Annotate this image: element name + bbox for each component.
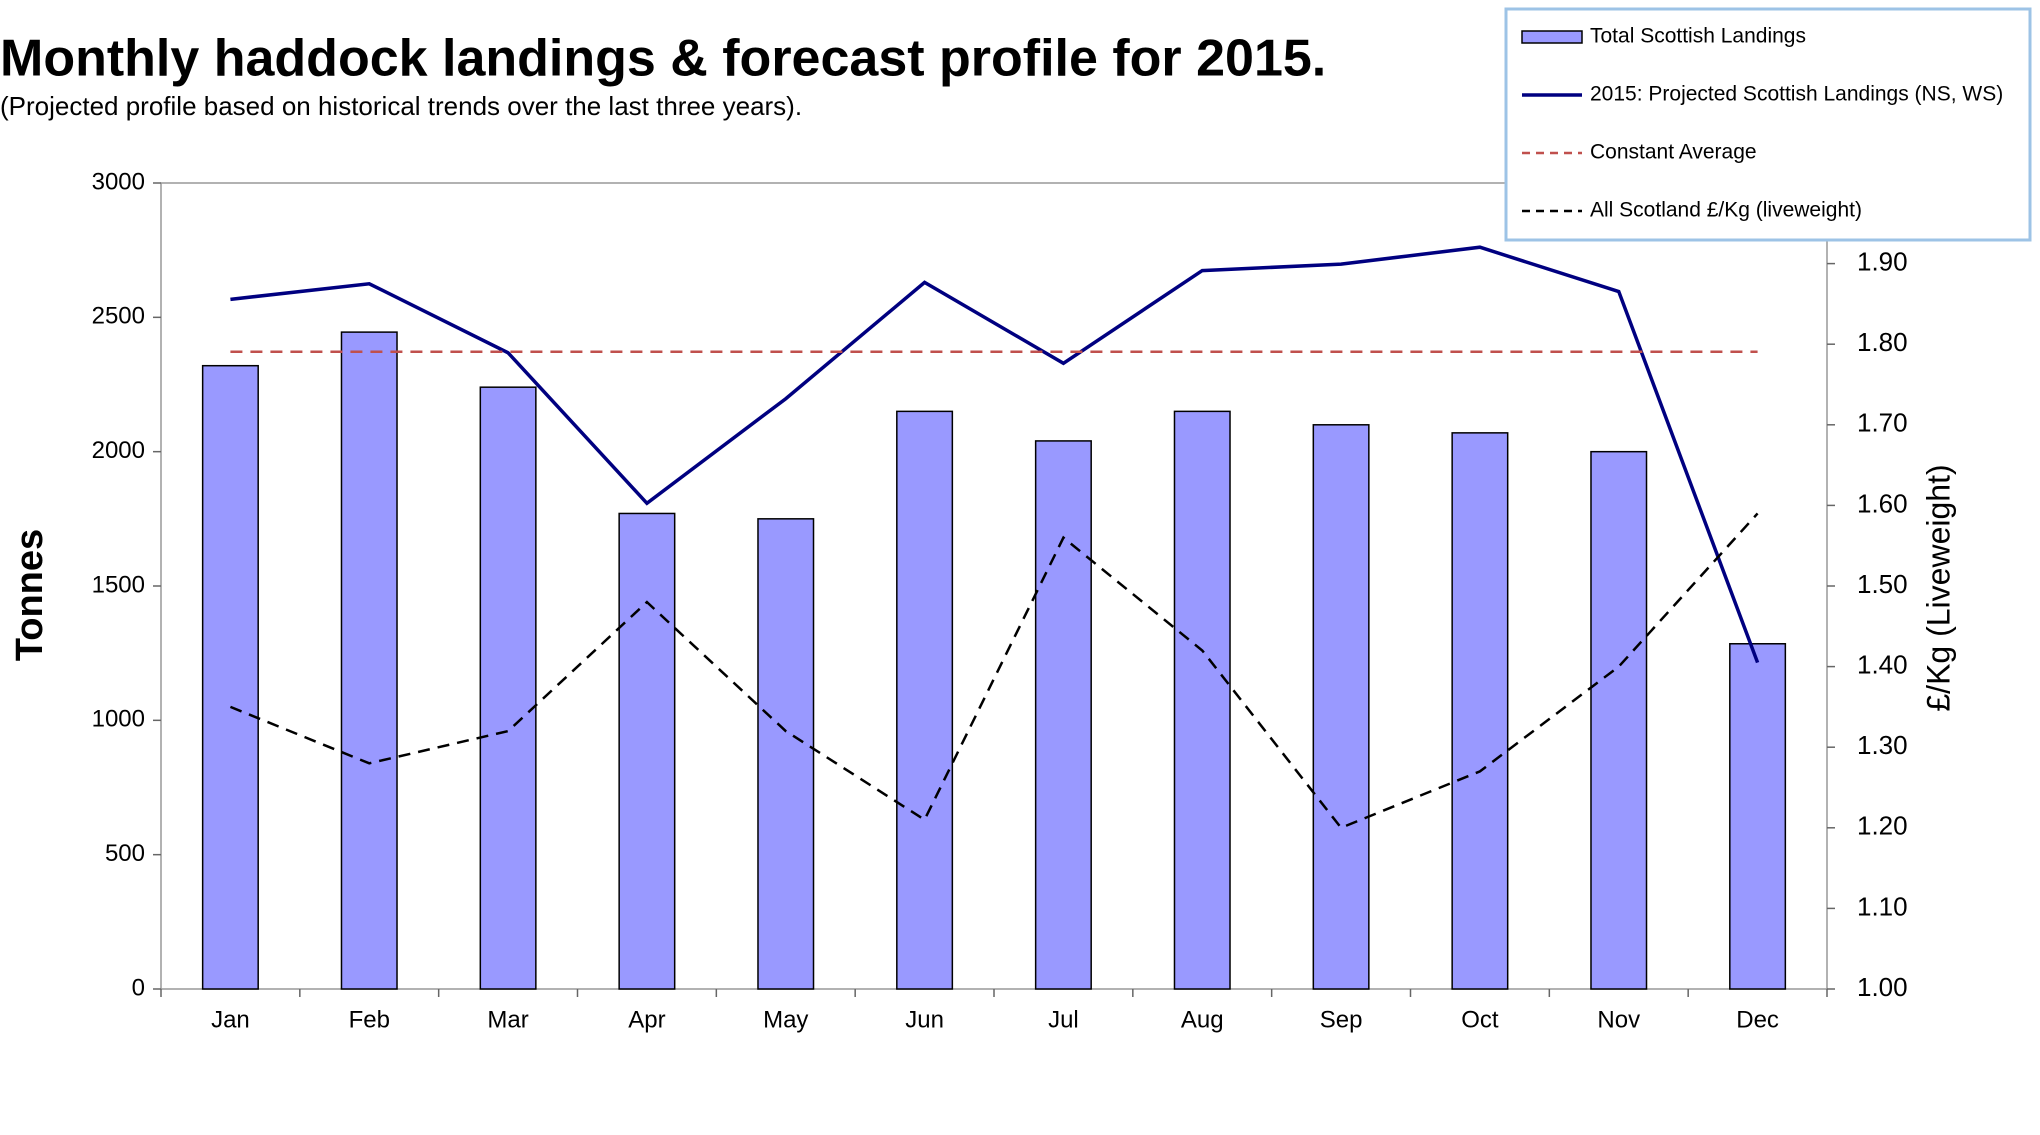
y2-axis-label: £/Kg (Liveweight) [1920, 464, 1956, 711]
x-tick-label: Aug [1181, 1006, 1224, 1033]
chart-title: Monthly haddock landings & forecast prof… [0, 30, 1326, 88]
legend-label: 2015: Projected Scottish Landings (NS, W… [1590, 83, 2003, 106]
x-tick-label: Feb [349, 1006, 390, 1033]
bar [757, 518, 815, 990]
bar [1729, 643, 1787, 990]
legend-label: Total Scottish Landings [1590, 25, 1806, 48]
x-tick-label: Jul [1048, 1006, 1079, 1033]
legend-label: Constant Average [1590, 141, 1757, 164]
y2-tick-label: 1.10 [1857, 891, 1908, 921]
y-tick-label: 3000 [92, 168, 145, 195]
x-tick-label: May [763, 1006, 808, 1033]
x-tick-label: Jun [905, 1006, 944, 1033]
y-tick-label: 2500 [92, 303, 145, 330]
bar [1312, 424, 1370, 990]
y2-tick-label: 1.80 [1857, 327, 1908, 357]
bar [1451, 432, 1509, 990]
y-tick-label: 0 [132, 974, 145, 1001]
legend-box [1504, 7, 2032, 242]
bar [1173, 410, 1231, 990]
x-tick-label: Dec [1736, 1006, 1779, 1033]
y2-tick-label: 1.50 [1857, 569, 1908, 599]
y2-tick-label: 1.30 [1857, 730, 1908, 760]
y2-tick-label: 1.60 [1857, 488, 1908, 518]
y-tick-label: 500 [105, 840, 145, 867]
bar [340, 331, 398, 990]
x-tick-label: Mar [487, 1006, 528, 1033]
x-tick-label: Apr [628, 1006, 665, 1033]
x-tick-label: Oct [1461, 1006, 1499, 1033]
x-tick-label: Sep [1320, 1006, 1363, 1033]
y2-tick-label: 1.90 [1857, 246, 1908, 276]
y2-tick-label: 1.00 [1857, 972, 1908, 1002]
x-tick-label: Jan [211, 1006, 250, 1033]
y-tick-label: 2000 [92, 437, 145, 464]
bar [1590, 450, 1648, 990]
bar [201, 364, 259, 990]
y-axis-label: Tonnes [9, 529, 51, 661]
x-tick-label: Nov [1597, 1006, 1640, 1033]
bar [1034, 440, 1092, 990]
y-tick-label: 1000 [92, 706, 145, 733]
legend-swatch [1521, 30, 1583, 44]
y2-tick-label: 1.20 [1857, 811, 1908, 841]
y-tick-label: 1500 [92, 571, 145, 598]
line-series [229, 512, 1759, 830]
bar [896, 410, 954, 990]
legend-label: All Scotland £/Kg (liveweight) [1590, 199, 1862, 222]
bar [618, 512, 676, 990]
y2-tick-label: 1.40 [1857, 649, 1908, 679]
y2-tick-label: 1.70 [1857, 408, 1908, 438]
chart-subtitle: (Projected profile based on historical t… [0, 91, 802, 121]
bar [479, 386, 537, 990]
line-series [230, 245, 1760, 664]
